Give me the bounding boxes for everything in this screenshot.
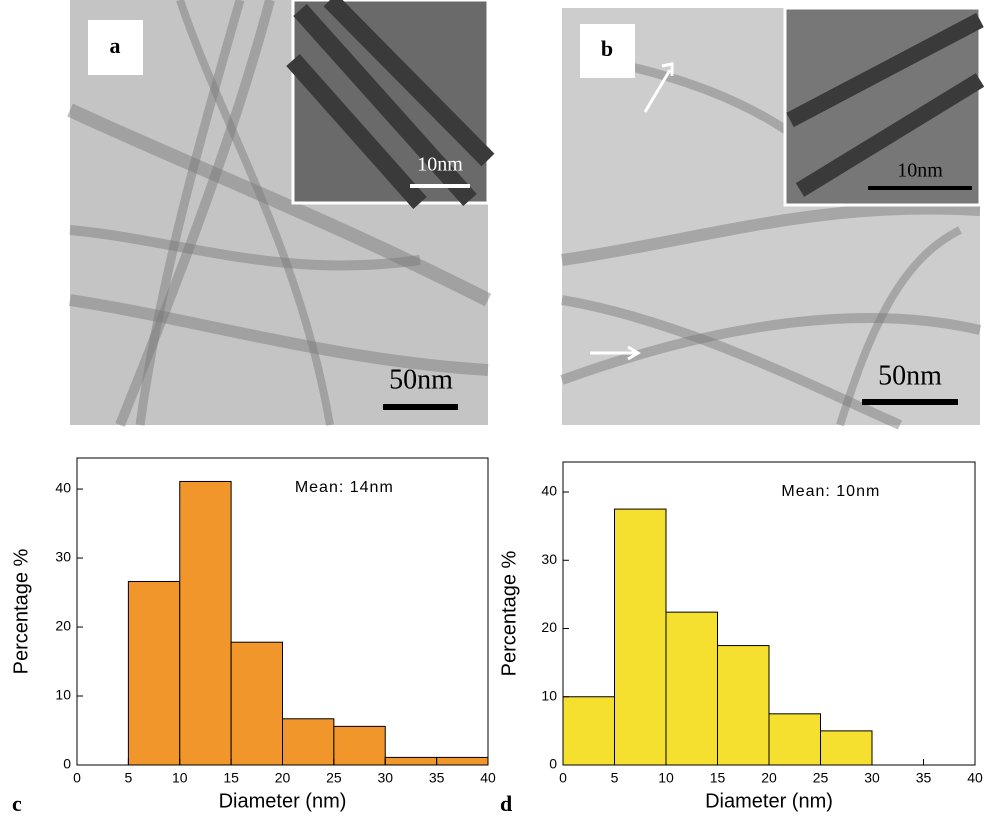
bar xyxy=(128,581,179,765)
y-tick-label: 30 xyxy=(55,549,71,565)
bar xyxy=(180,481,231,765)
x-tick-label: 30 xyxy=(864,770,880,786)
tem-image-a: a 50nm 10nm xyxy=(70,0,488,425)
x-tick-label: 20 xyxy=(275,770,291,786)
x-tick-label: 5 xyxy=(611,770,619,786)
scale-bar-label: 50nm xyxy=(389,364,453,395)
bar xyxy=(385,757,436,765)
x-tick-label: 40 xyxy=(480,770,496,786)
x-tick-label: 25 xyxy=(813,770,829,786)
y-tick-label: 10 xyxy=(541,687,557,703)
x-tick-label: 5 xyxy=(124,770,132,786)
bar xyxy=(718,646,770,765)
y-tick-label: 30 xyxy=(541,551,557,567)
x-tick-label: 30 xyxy=(377,770,393,786)
bar xyxy=(283,719,334,765)
bar xyxy=(615,509,667,765)
y-tick-label: 10 xyxy=(55,687,71,703)
x-tick-label: 35 xyxy=(429,770,445,786)
inset-scale-bar-label: 10nm xyxy=(417,154,463,176)
figure: a 50nm 10nm b 50nm 10nm 0 5 10 15 20 25 30 35 40… xyxy=(0,0,984,826)
x-tick-label: 15 xyxy=(710,770,726,786)
panel-label: a xyxy=(110,33,121,58)
y-tick-label: 20 xyxy=(55,618,71,634)
y-axis-label: Percentage % xyxy=(10,548,32,674)
page: a 50nm 10nm b 50nm 10nm 0 5 10 15 20 25 30 35 40… xyxy=(0,0,984,826)
annotation: Mean: 10nm xyxy=(781,483,880,500)
annotation: Mean: 14nm xyxy=(295,479,394,496)
y-tick-label: 40 xyxy=(541,483,557,499)
tem-image-b: b 50nm 10nm xyxy=(562,8,980,425)
x-axis-label: Diameter (nm) xyxy=(219,790,347,812)
bar xyxy=(334,726,385,765)
scale-bar-label: 50nm xyxy=(878,360,942,391)
bar xyxy=(437,757,488,765)
x-tick-label: 25 xyxy=(326,770,342,786)
x-tick-label: 20 xyxy=(761,770,777,786)
x-tick-label: 15 xyxy=(223,770,239,786)
x-tick-label: 0 xyxy=(73,770,81,786)
x-tick-label: 10 xyxy=(172,770,188,786)
y-tick-label: 20 xyxy=(541,619,557,635)
bar xyxy=(821,731,873,765)
x-tick-label: 10 xyxy=(658,770,674,786)
bar xyxy=(769,714,821,765)
panel-label: b xyxy=(601,36,613,61)
y-tick-label: 0 xyxy=(63,756,71,772)
panel-label: d xyxy=(500,791,512,816)
bar xyxy=(563,697,615,765)
y-axis-label: Percentage % xyxy=(498,550,520,676)
bar xyxy=(231,642,282,765)
x-tick-label: 0 xyxy=(559,770,567,786)
bar xyxy=(666,612,718,765)
y-tick-label: 40 xyxy=(55,480,71,496)
x-axis-label: Diameter (nm) xyxy=(705,790,833,812)
panel-label: c xyxy=(12,791,22,816)
inset-scale-bar-label: 10nm xyxy=(897,160,943,182)
x-tick-label: 40 xyxy=(967,770,983,786)
y-tick-label: 0 xyxy=(549,756,557,772)
x-tick-label: 35 xyxy=(916,770,932,786)
